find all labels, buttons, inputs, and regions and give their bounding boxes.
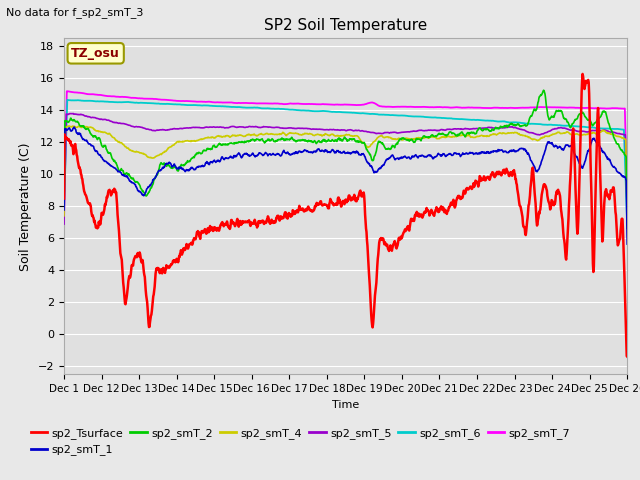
Text: No data for f_sp2_smT_3: No data for f_sp2_smT_3	[6, 7, 144, 18]
Title: SP2 Soil Temperature: SP2 Soil Temperature	[264, 18, 428, 33]
Legend: sp2_Tsurface, sp2_smT_1, sp2_smT_2, sp2_smT_4, sp2_smT_5, sp2_smT_6, sp2_smT_7: sp2_Tsurface, sp2_smT_1, sp2_smT_2, sp2_…	[26, 424, 575, 460]
Text: TZ_osu: TZ_osu	[71, 47, 120, 60]
Y-axis label: Soil Temperature (C): Soil Temperature (C)	[19, 142, 32, 271]
X-axis label: Time: Time	[332, 400, 359, 409]
